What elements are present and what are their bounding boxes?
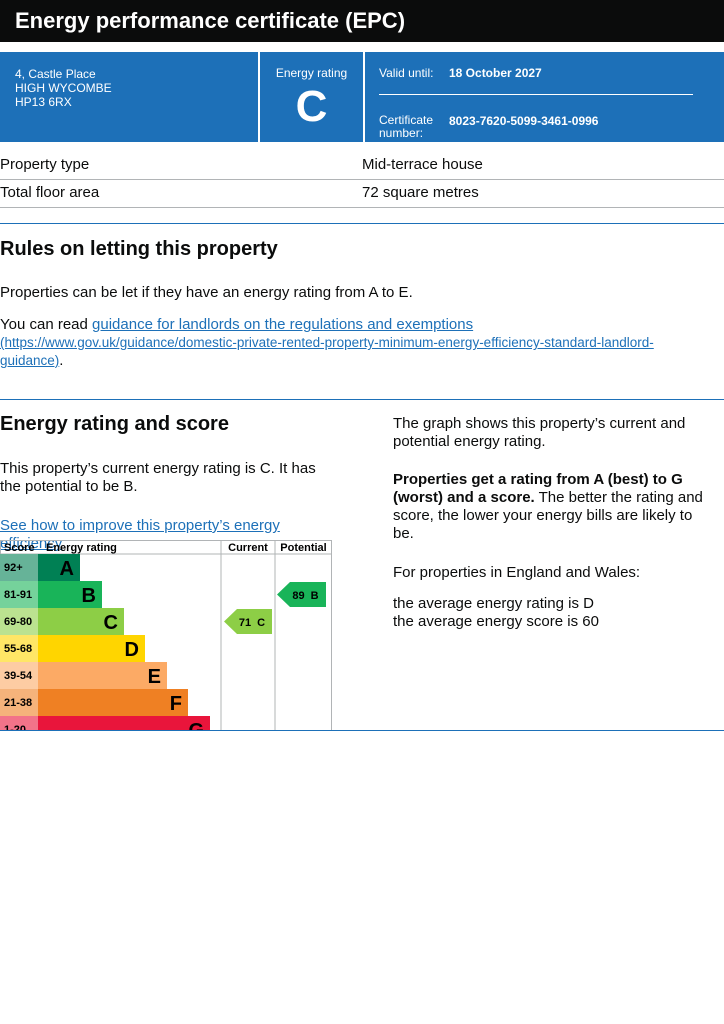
header-bar: Energy performance certificate (EPC) [0,0,724,42]
link-url[interactable]: (https://www.gov.uk/guidance/domestic-pr… [0,335,654,368]
link[interactable]: See how to improve this property’s energ… [0,517,280,552]
rating-bar [38,689,188,716]
cert-label: Certificate number: [379,113,434,140]
summary-box: 4, Castle Place HIGH WYCOMBE HP13 6RX En… [0,52,724,142]
letter: B [311,590,319,602]
rating-bar [38,635,145,662]
property-value: Mid-terrace house [362,156,483,173]
rating-letter: B [82,585,96,607]
paragraph: Properties get a rating from A (best) to… [393,471,713,543]
valid-label: Valid until: [379,66,434,80]
score-label: 81-91 [4,589,32,601]
score-cell [0,662,38,689]
score-label: 21-38 [4,697,32,709]
rating-bar [38,608,124,635]
rating-letter: C [295,82,328,131]
paragraph: For properties in England and Wales: [393,564,641,581]
heading: Rules on letting this property [0,238,278,260]
score-label: 69-80 [4,616,32,628]
score-label: 39-54 [4,670,33,682]
paragraph: The graph shows this property’s current … [393,415,686,450]
bold-text: Properties get a rating from A (best) to… [393,471,683,506]
separator [379,94,693,95]
rating-letter: G [188,720,204,730]
score: 71 [239,617,251,629]
section-line [0,223,724,224]
score-cell [0,608,38,635]
property-key: Total floor area [0,184,100,201]
address-line: HIGH WYCOMBE [15,81,112,95]
text: . [59,352,64,369]
paragraph: This property’s current energy rating is… [0,460,316,495]
valid-date: 18 October 2027 [449,66,542,80]
rating-letter: C [104,612,118,634]
side-text: The graph shows this property’s current … [393,415,713,631]
column-header: Potential [280,542,326,554]
score-cell [0,554,38,581]
column-header: Energy rating [46,542,117,554]
rating-letter: E [148,666,161,688]
rating-bar [38,581,102,608]
section-line [0,399,724,400]
property-key: Property type [0,156,90,173]
heading: Energy rating and score [0,413,229,435]
paragraph-line: the average energy rating is D [393,595,594,612]
rating-bar [38,662,167,689]
text: The better the rating and score, the low… [393,489,703,542]
column-header: Score [4,542,35,554]
rating-letter: A [60,558,74,580]
potential-arrow [277,582,326,607]
cert-number: 8023-7620-5099-3461-0996 [449,114,599,128]
current-label: 71 C [239,617,265,629]
divider [363,52,365,142]
address: 4, Castle Place HIGH WYCOMBE HP13 6RX [15,67,112,109]
score-cell [0,716,38,730]
property-value: 72 square metres [362,184,479,201]
title: Energy performance certificate (EPC) [15,8,406,33]
text: You can read [0,316,93,333]
score-cell [0,689,38,716]
score-cell [0,635,38,662]
rating-bar [38,554,80,581]
column-header: Current [228,542,268,554]
score-label: 1-20 [4,724,26,730]
link[interactable]: guidance for landlords on the regulation… [92,316,474,333]
score-label: 55-68 [4,643,32,655]
divider [258,52,260,142]
row-line [0,179,724,180]
score-cell [0,581,38,608]
rating-letter: F [170,693,182,715]
score-label: 92+ [4,562,23,574]
address-line: HP13 6RX [15,95,72,109]
rating-label: Energy rating [275,66,348,80]
current-arrow [224,609,272,634]
address-line: 4, Castle Place [15,67,96,81]
section-line [0,730,724,731]
rating-bar [38,716,210,730]
rating-letter: D [125,639,139,661]
paragraph: You can read guidance for landlords on t… [0,316,690,370]
paragraph-line: the average energy score is 60 [393,613,599,630]
potential-label: 89 B [292,590,318,602]
score: 89 [292,590,304,602]
paragraph: Properties can be let if they have an en… [0,284,413,301]
rating-graph: Score Energy rating Current Potential 92+ A 81… [0,540,332,730]
row-line [0,207,724,208]
letter: C [257,617,265,629]
